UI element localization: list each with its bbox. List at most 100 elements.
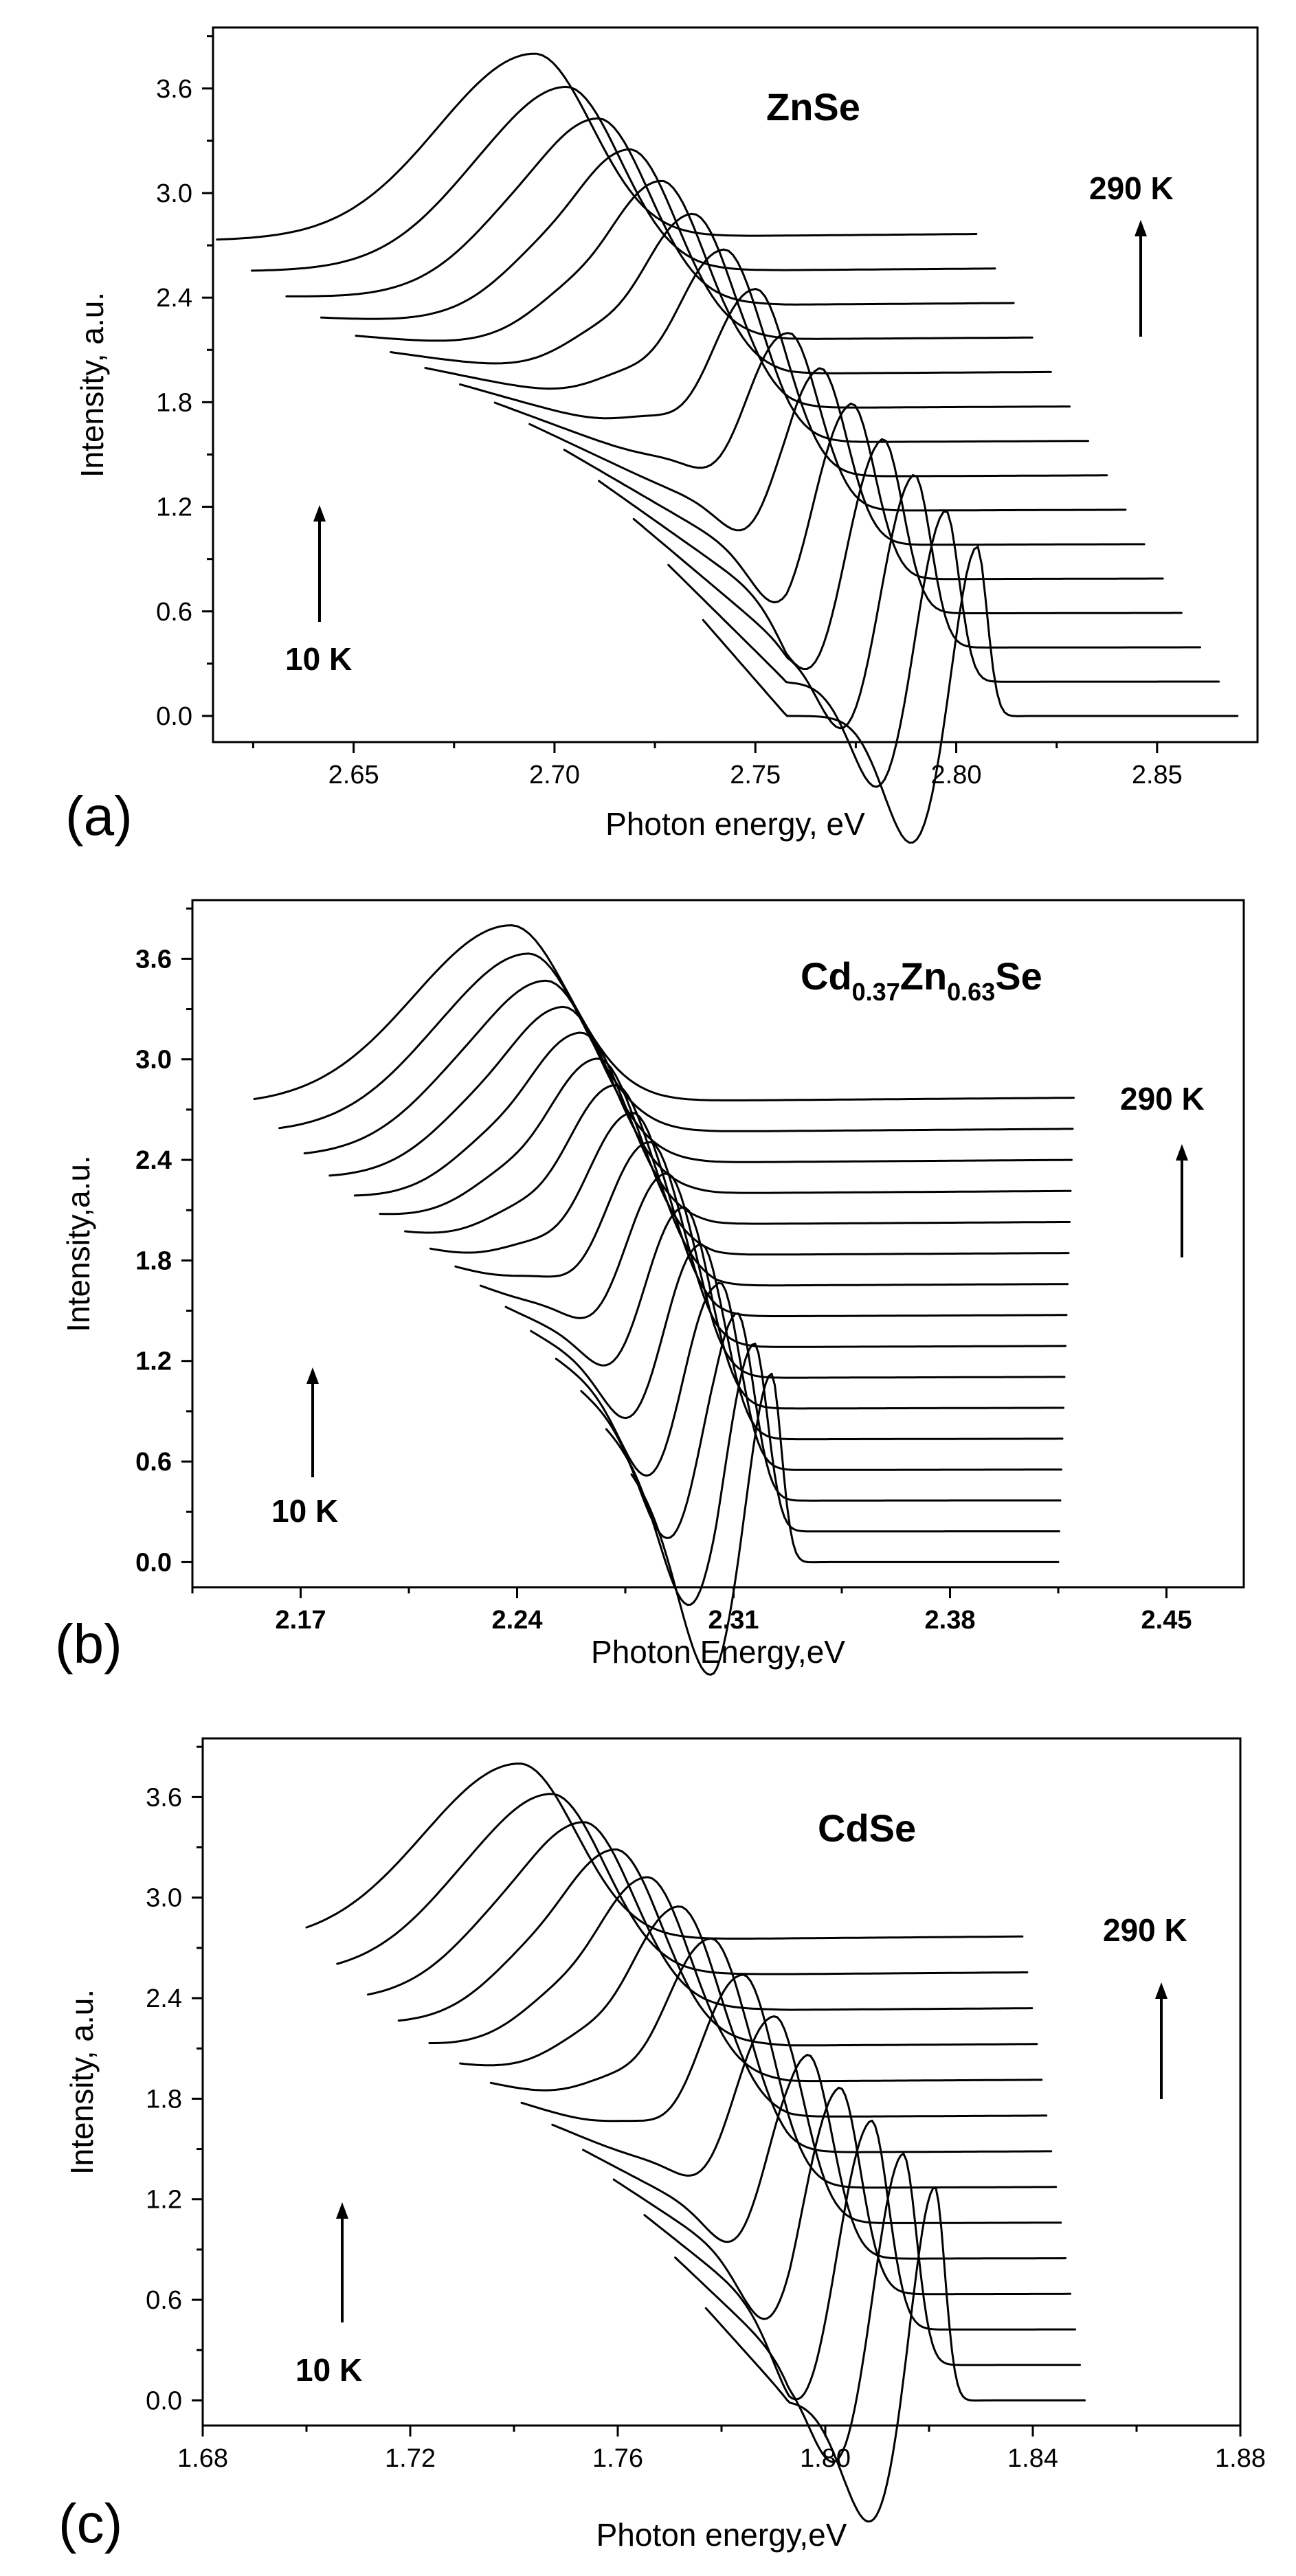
material-label: ZnSe <box>766 85 860 128</box>
x-axis-label: Photon energy, eV <box>605 806 865 842</box>
x-tick-label: 2.70 <box>529 761 580 789</box>
y-tick-label: 2.4 <box>156 284 192 313</box>
spectrum-curve-10 <box>428 1876 1043 2083</box>
spectrum-curve-14 <box>250 85 996 272</box>
low-temp-label: 10 K <box>295 2352 362 2388</box>
x-tick-label: 2.75 <box>730 761 781 789</box>
low-temp-arrow <box>336 2202 348 2322</box>
x-tick-label: 1.68 <box>177 2444 228 2473</box>
high-temp-label: 290 K <box>1103 1912 1187 1948</box>
y-tick-label: 1.8 <box>146 2085 182 2114</box>
spectrum-curve-1 <box>630 1372 1060 1676</box>
low-temp-label: 10 K <box>285 641 352 677</box>
spectrum-curve-8 <box>459 288 1108 478</box>
y-axis-label: Intensity, a.u. <box>64 1989 100 2175</box>
low-temp-label: 10 K <box>271 1493 338 1529</box>
y-tick-label: 0.6 <box>156 598 192 627</box>
high-temp-label: 290 K <box>1120 1081 1205 1117</box>
plot-frame <box>201 1737 1242 2427</box>
x-tick-label: 1.76 <box>592 2444 643 2473</box>
y-tick-label: 3.6 <box>146 1783 182 1812</box>
x-axis-label: Photon energy,eV <box>596 2517 847 2553</box>
y-tick-label: 0.0 <box>135 1548 172 1577</box>
spectrum-curve-4 <box>598 438 1183 670</box>
spectrum-curve-6 <box>528 367 1146 546</box>
material-label: Cd0.37Zn0.63Se <box>801 954 1042 1006</box>
spectrum-curve-11 <box>397 1848 1038 2047</box>
spectrum-curve-15 <box>278 952 1074 1132</box>
y-tick-label: 1.8 <box>135 1246 172 1275</box>
spectrum-curve-10 <box>390 212 1071 409</box>
spectrum-curve-14 <box>303 979 1073 1163</box>
spectrum-curve-14 <box>305 1762 1024 1940</box>
low-temp-arrow <box>306 1367 319 1477</box>
y-tick-label: 3.6 <box>135 945 172 974</box>
spectrum-curve-5 <box>582 2054 1067 2260</box>
y-axis-label: Intensity, a.u. <box>74 292 110 478</box>
spectrum-curve-7 <box>520 1973 1058 2189</box>
y-tick-label: 0.6 <box>135 1448 172 1477</box>
low-temp-arrow <box>313 505 326 622</box>
panel-label: (a) <box>65 785 133 847</box>
spectrum-curve-15 <box>216 52 978 241</box>
y-tick-label: 3.6 <box>156 75 192 104</box>
high-temp-label: 290 K <box>1089 170 1174 206</box>
high-temp-arrow <box>1176 1144 1188 1257</box>
spectrum-curve-1 <box>702 546 1239 844</box>
spectrum-curve-4 <box>612 2086 1072 2320</box>
y-tick-label: 1.8 <box>156 388 192 417</box>
spectrum-curve-4 <box>555 1281 1062 1477</box>
spectrum-curve-2 <box>605 1343 1060 1606</box>
spectrum-curve-10 <box>404 1084 1069 1287</box>
x-tick-label: 2.31 <box>708 1606 759 1635</box>
spectrum-curve-5 <box>530 1243 1064 1441</box>
high-temp-arrow <box>1155 1982 1167 2099</box>
y-tick-label: 3.0 <box>135 1046 172 1075</box>
chart-panel-3: 1.68 1.72 1.76 1.80 1.84 1.880.00.61.21.82.43… <box>58 1737 1266 2554</box>
panel-label: (c) <box>58 2493 122 2554</box>
chart-panel-2: 2.17 2.24 2.31 2.38 2.45 0.0 0.6 1.2 1.8 2.4 3.0 3.… <box>55 899 1245 1676</box>
spectrum-curve-1 <box>704 2186 1086 2523</box>
spectrum-curve-3 <box>632 474 1201 730</box>
y-tick-label: 0.0 <box>156 702 192 731</box>
spectrum-curve-8 <box>454 1141 1066 1348</box>
x-tick-label: 1.88 <box>1215 2444 1266 2473</box>
spectrum-curve-6 <box>551 2015 1062 2224</box>
spectrum-curve-9 <box>429 1112 1068 1317</box>
y-tick-label: 3.0 <box>156 179 192 208</box>
spectrum-curve-13 <box>328 1005 1072 1194</box>
plot-frame <box>191 899 1245 1589</box>
y-tick-label: 2.4 <box>146 1984 182 2013</box>
spectrum-curve-7 <box>479 1172 1066 1379</box>
y-tick-label: 1.2 <box>146 2186 182 2215</box>
spectrum-curve-5 <box>563 402 1164 604</box>
x-tick-label: 2.38 <box>925 1606 976 1635</box>
spectrum-curve-2 <box>667 511 1220 788</box>
plot-frame <box>212 26 1259 743</box>
spectrum-curve-12 <box>366 1821 1034 2011</box>
y-tick-label: 3.0 <box>146 1884 182 1913</box>
spectrum-curve-13 <box>336 1793 1029 1975</box>
panel-label: (b) <box>55 1613 122 1675</box>
spectrum-curve-6 <box>504 1206 1064 1410</box>
x-tick-label: 2.45 <box>1141 1606 1192 1635</box>
y-tick-label: 0.0 <box>146 2386 182 2415</box>
y-tick-label: 2.4 <box>135 1146 172 1175</box>
spectrum-curve-13 <box>285 117 1015 306</box>
x-tick-label: 2.80 <box>931 761 982 789</box>
y-tick-label: 0.6 <box>146 2286 182 2315</box>
spectrum-curve-16 <box>253 924 1075 1101</box>
spectrum-curve-9 <box>459 1905 1048 2118</box>
x-tick-label: 2.65 <box>328 761 379 789</box>
x-tick-label: 2.17 <box>276 1606 326 1635</box>
spectrum-curve-11 <box>379 1057 1070 1256</box>
y-tick-label: 1.2 <box>156 493 192 522</box>
spectrum-curve-9 <box>424 248 1090 443</box>
spectrum-curve-3 <box>580 1312 1062 1539</box>
y-axis-label: Intensity,a.u. <box>60 1155 96 1332</box>
spectrum-curve-12 <box>353 1031 1071 1225</box>
x-tick-label: 1.84 <box>1007 2444 1058 2473</box>
x-tick-label: 1.72 <box>385 2444 436 2473</box>
y-tick-label: 1.2 <box>135 1347 172 1376</box>
